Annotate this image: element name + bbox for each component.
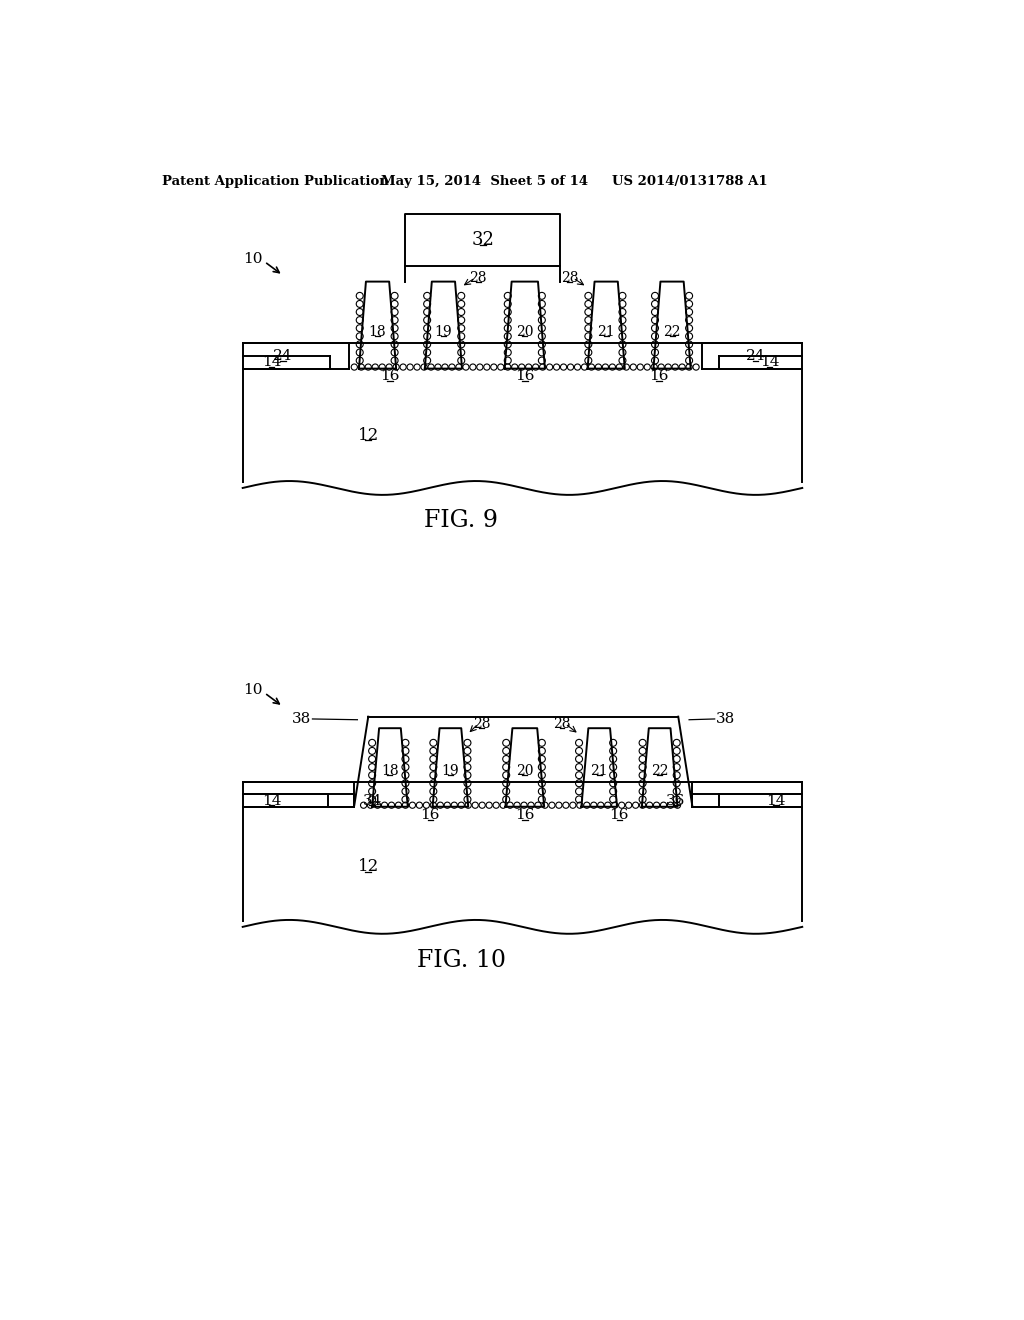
Text: 38: 38 <box>716 711 734 726</box>
Text: 36: 36 <box>667 793 686 808</box>
Text: 16: 16 <box>609 808 629 822</box>
Text: 14: 14 <box>766 793 785 808</box>
Text: 21: 21 <box>597 325 615 339</box>
Text: 28: 28 <box>470 271 487 285</box>
Text: 20: 20 <box>516 325 534 339</box>
Text: 22: 22 <box>651 764 669 779</box>
Text: 28: 28 <box>473 717 490 730</box>
Text: 16: 16 <box>380 370 399 383</box>
Text: FIG. 9: FIG. 9 <box>424 508 499 532</box>
Text: 21: 21 <box>591 764 608 779</box>
Text: US 2014/0131788 A1: US 2014/0131788 A1 <box>612 176 768 187</box>
Text: 34: 34 <box>362 793 382 808</box>
Text: 32: 32 <box>471 231 495 249</box>
Text: 14: 14 <box>760 355 779 370</box>
Text: 28: 28 <box>561 271 579 285</box>
Text: 10: 10 <box>243 252 262 265</box>
Text: 19: 19 <box>441 764 459 779</box>
Text: 14: 14 <box>261 793 282 808</box>
Text: 16: 16 <box>649 370 669 383</box>
Text: 24: 24 <box>746 350 766 363</box>
Text: 10: 10 <box>243 682 262 697</box>
Text: 22: 22 <box>664 325 681 339</box>
Text: 20: 20 <box>516 764 534 779</box>
Text: Patent Application Publication: Patent Application Publication <box>162 176 389 187</box>
Text: 18: 18 <box>369 325 386 339</box>
Text: 12: 12 <box>357 858 379 875</box>
Text: 28: 28 <box>553 717 570 730</box>
Text: 19: 19 <box>434 325 453 339</box>
Text: 38: 38 <box>292 711 311 726</box>
Text: 16: 16 <box>421 808 440 822</box>
Text: 16: 16 <box>515 370 535 383</box>
Text: May 15, 2014  Sheet 5 of 14: May 15, 2014 Sheet 5 of 14 <box>381 176 588 187</box>
Text: FIG. 10: FIG. 10 <box>417 949 506 973</box>
Text: 14: 14 <box>261 355 282 370</box>
Text: 24: 24 <box>273 350 293 363</box>
Text: 16: 16 <box>515 808 535 822</box>
Text: 12: 12 <box>357 428 379 444</box>
Text: 18: 18 <box>381 764 398 779</box>
